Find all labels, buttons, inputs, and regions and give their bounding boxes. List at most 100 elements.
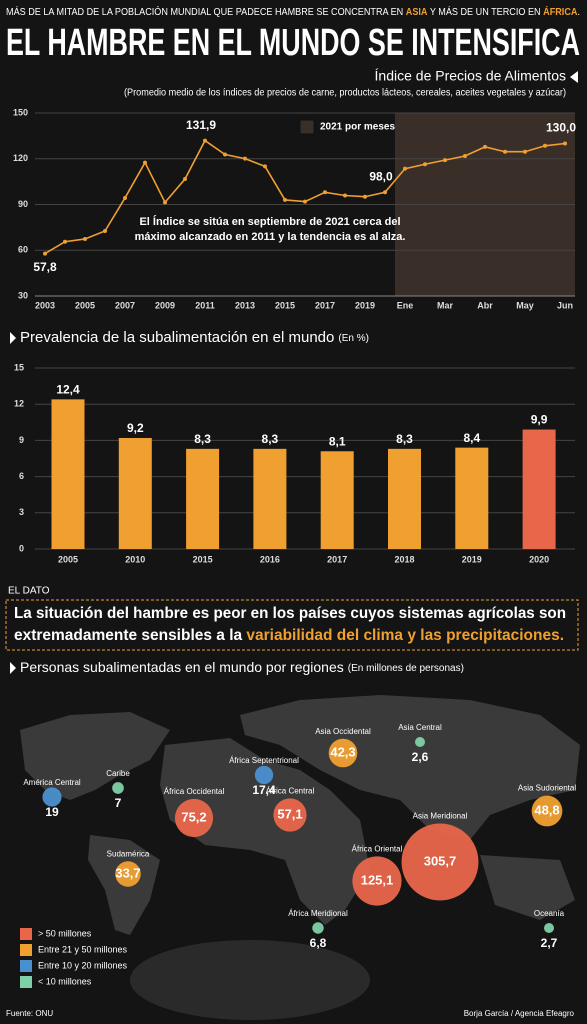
value-label: 48,8 — [534, 802, 559, 817]
photo-shade — [130, 940, 370, 1020]
point — [423, 162, 427, 167]
bubble — [312, 922, 324, 934]
x-tick-label: 2015 — [193, 554, 213, 564]
value-label: 8,3 — [262, 432, 279, 446]
bar — [522, 429, 556, 549]
point — [383, 190, 387, 195]
x-tick-label: 2005 — [75, 300, 95, 310]
point — [43, 251, 47, 256]
title-arrow — [10, 662, 16, 674]
bubble — [531, 795, 563, 827]
point — [503, 149, 507, 154]
region-name: Asia Central — [398, 723, 442, 732]
point — [243, 156, 247, 161]
bubble — [415, 737, 425, 747]
value-label: 2,6 — [412, 750, 429, 764]
value-label: 75,2 — [181, 809, 206, 824]
region-name: Asia Meridional — [413, 812, 468, 821]
x-tick-label: 2017 — [327, 554, 347, 564]
legend-swatch — [20, 928, 32, 940]
bubble — [401, 823, 479, 901]
point — [463, 154, 467, 159]
region-name: África Septentrional — [229, 756, 299, 765]
bubble — [544, 923, 554, 933]
point — [123, 195, 127, 200]
region-name: América Central — [23, 778, 81, 787]
unit: (En millones de personas) — [348, 663, 464, 674]
main-title: EL HAMBRE EN EL MUNDO SE INTENSIFICA — [6, 22, 580, 64]
point — [363, 194, 367, 199]
point — [303, 199, 307, 204]
point — [103, 229, 107, 234]
y-tick-label: 90 — [18, 199, 28, 209]
point — [443, 158, 447, 163]
point — [143, 160, 147, 165]
bar — [320, 451, 354, 549]
legend-label: Entre 10 y 20 millones — [38, 960, 128, 970]
y-tick-label: 60 — [18, 245, 28, 255]
point — [263, 164, 267, 169]
annotation: máximo alcanzado en 2011 y la tendencia … — [135, 231, 406, 243]
x-tick-label: 2011 — [195, 300, 215, 310]
x-tick-label: Abr — [477, 300, 493, 310]
x-tick-label: May — [516, 300, 534, 310]
value-label: 8,1 — [329, 434, 346, 448]
credit: Borja García / Agencia Efeagro — [464, 1009, 575, 1018]
bubble — [352, 856, 402, 906]
point — [83, 236, 87, 241]
kicker-part: ÁFRICA — [543, 5, 577, 18]
point — [323, 190, 327, 195]
title-text: Personas subalimentadas en el mundo por … — [20, 659, 344, 675]
x-tick-label: 2020 — [529, 554, 549, 564]
value-label: 19 — [45, 805, 59, 819]
title-arrow — [570, 71, 578, 83]
point — [523, 149, 527, 154]
callout-box — [5, 599, 579, 651]
bar — [455, 447, 489, 549]
callout-label: EL DATO — [8, 586, 50, 597]
region-name: Sudamérica — [107, 849, 150, 858]
y-tick-label: 3 — [19, 507, 24, 517]
value-label: 305,7 — [424, 853, 457, 868]
chart-title: Personas subalimentadas en el mundo por … — [20, 659, 464, 675]
legend-swatch — [20, 960, 32, 972]
value-label: 8,4 — [463, 431, 480, 445]
region-name: África Meridional — [288, 909, 348, 918]
point — [203, 138, 207, 143]
legend-label: 2021 por meses — [320, 122, 395, 133]
region-name: África Occidental — [164, 787, 225, 796]
value-label: 131,9 — [186, 118, 216, 132]
value-label: 130,0 — [546, 121, 576, 135]
x-tick-label: 2019 — [355, 300, 375, 310]
y-tick-label: 150 — [13, 107, 28, 117]
callout-line1: La situación del hambre es peor en los p… — [14, 605, 566, 622]
value-label: 125,1 — [361, 872, 394, 887]
callout-text: extremadamente sensibles a la — [14, 627, 246, 644]
chart-title: Prevalencia de la subalimentación en el … — [20, 329, 369, 346]
region-name: África Oriental — [352, 845, 403, 854]
bubble — [174, 798, 214, 838]
x-tick-label: 2017 — [315, 300, 335, 310]
value-label: 98,0 — [369, 169, 393, 183]
source: Fuente: ONU — [6, 1009, 53, 1018]
x-tick-label: Mar — [437, 300, 454, 310]
bubble — [115, 861, 141, 887]
region-name: Asia Sudoriental — [518, 784, 576, 793]
chart-title: Índice de Precios de Alimentos — [375, 68, 566, 84]
x-tick-label: 2015 — [275, 300, 295, 310]
point — [183, 177, 187, 182]
bubble — [112, 782, 124, 794]
x-tick-label: Jun — [557, 300, 573, 310]
x-tick-label: 2005 — [58, 554, 78, 564]
legend-label: Entre 21 y 50 millones — [38, 944, 128, 954]
region-name: Oceanía — [534, 909, 565, 918]
kicker: MÁS DE LA MITAD DE LA POBLACIÓN MUNDIAL … — [6, 5, 580, 18]
kicker-part: ASIA — [406, 7, 428, 18]
y-tick-label: 15 — [14, 362, 24, 372]
x-tick-label: 2016 — [260, 554, 280, 564]
value-label: 8,3 — [194, 432, 211, 446]
value-label: 17,4 — [252, 783, 276, 797]
x-tick-label: 2003 — [35, 300, 55, 310]
y-tick-label: 9 — [19, 435, 24, 445]
unit: (En %) — [338, 333, 369, 344]
